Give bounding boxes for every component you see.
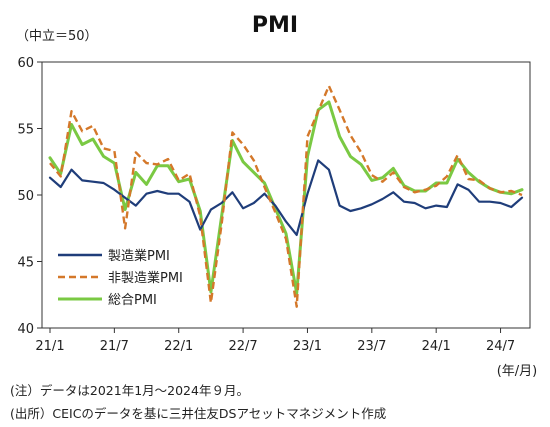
y-tick-label: 40 [17, 322, 34, 337]
chart-title: PMI [252, 13, 298, 38]
x-tick-label: 24/7 [486, 339, 515, 354]
x-tick-label: 22/7 [228, 339, 257, 354]
series-line-manufacturing [48, 159, 524, 236]
note-text: (注）データは2021年1月～2024年９月。 [10, 383, 249, 398]
plot-frame [41, 61, 531, 329]
x-tick-label: 21/1 [35, 339, 64, 354]
y-axis-unit-label: （中立＝50） [16, 29, 98, 44]
y-tick-label: 55 [17, 123, 34, 138]
series-line-non-manufacturing [49, 84, 523, 308]
legend: 製造業PMI 非製造業PMI 総合PMI [58, 248, 183, 308]
y-axis: 40 45 50 55 60 [17, 56, 42, 337]
x-tick-label: 23/1 [293, 339, 322, 354]
y-tick-label: 60 [17, 56, 34, 71]
x-tick-label: 21/7 [100, 339, 129, 354]
x-tick-label: 23/7 [357, 339, 386, 354]
y-tick-label: 45 [17, 256, 34, 271]
x-tick-label: 22/1 [164, 339, 193, 354]
x-tick-label: 24/1 [422, 339, 451, 354]
series-lines [48, 84, 524, 308]
x-axis: 21/1 21/7 22/1 22/7 23/1 23/7 24/1 24/7 [35, 328, 515, 354]
legend-label: 製造業PMI [108, 248, 170, 264]
legend-label: 総合PMI [108, 293, 157, 308]
legend-label: 非製造業PMI [108, 270, 183, 286]
series-line-composite [48, 100, 524, 295]
x-axis-unit-label: (年/月) [497, 364, 538, 379]
y-tick-label: 50 [17, 189, 34, 204]
source-text: (出所）CEICのデータを基に三井住友DSアセットマネジメント作成 [10, 406, 387, 421]
